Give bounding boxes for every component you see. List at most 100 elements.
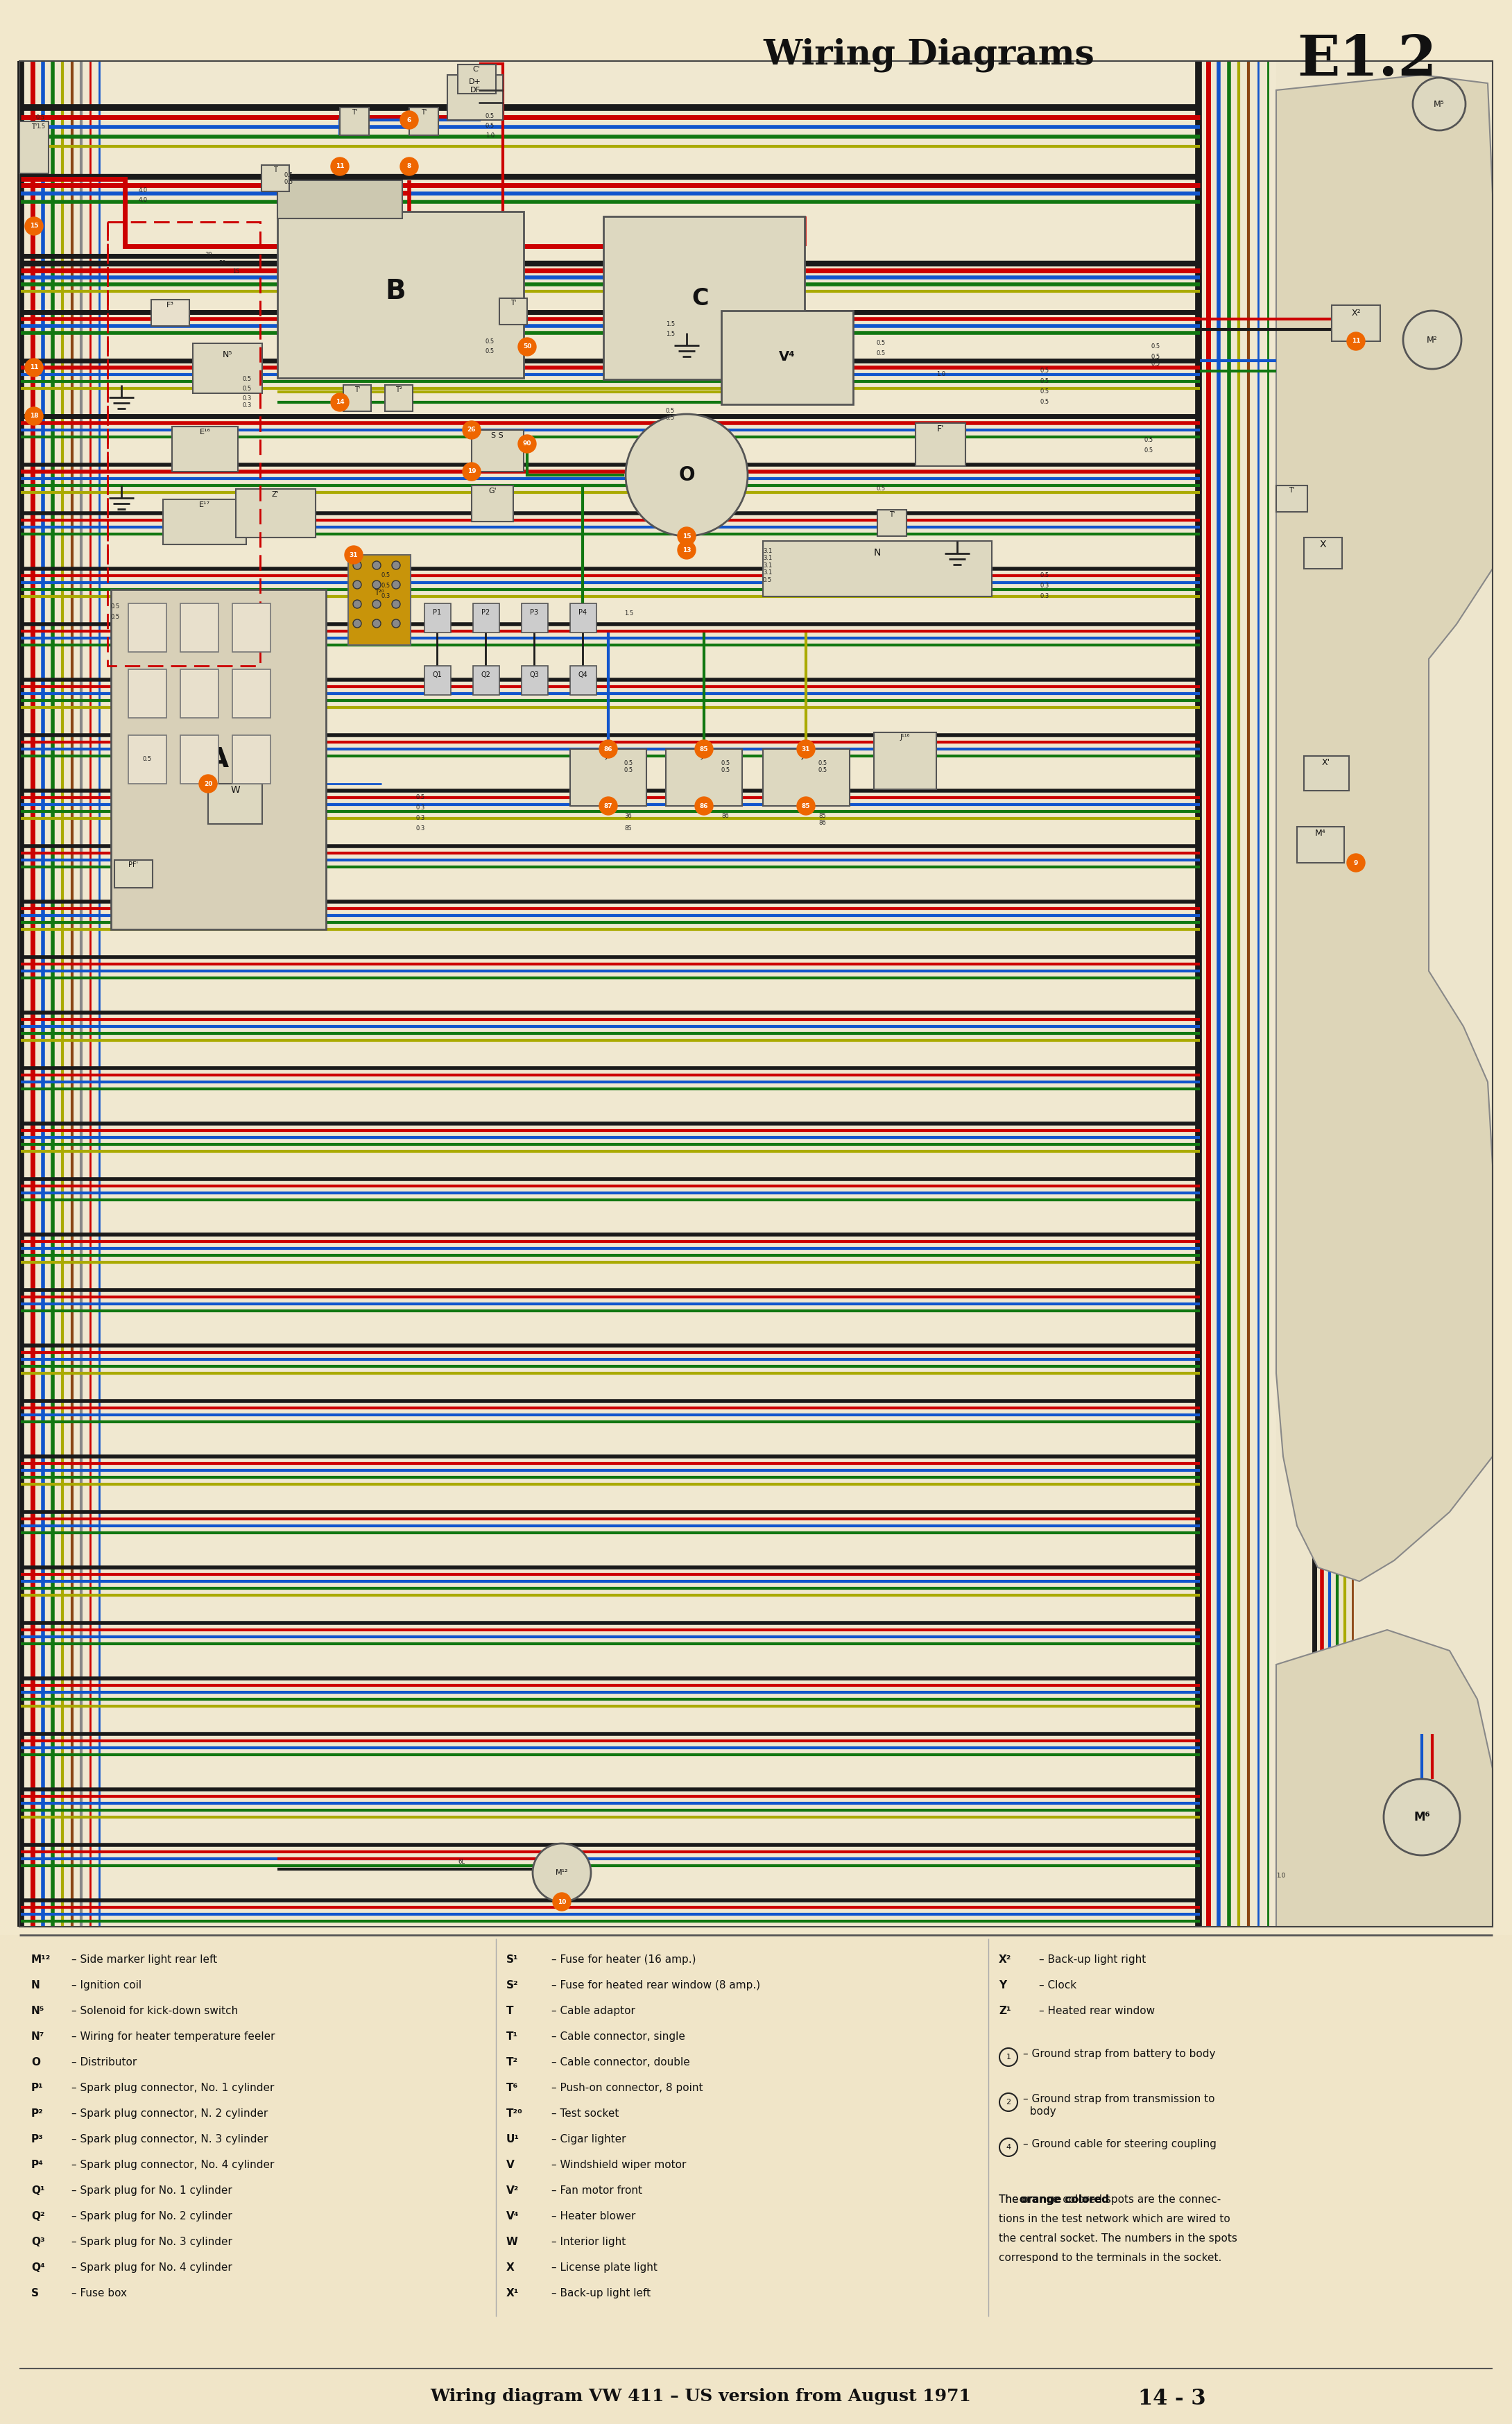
Text: 4: 4: [1005, 2143, 1012, 2150]
Bar: [340, 107, 369, 136]
Text: 6: 6: [407, 116, 411, 124]
Bar: [721, 310, 853, 405]
Text: 0.5: 0.5: [1040, 368, 1049, 373]
Text: P2: P2: [481, 608, 490, 616]
Text: 36: 36: [624, 812, 632, 819]
Text: E1.2: E1.2: [1297, 34, 1436, 87]
Circle shape: [696, 739, 714, 759]
Text: V⁴: V⁴: [507, 2211, 519, 2220]
Circle shape: [26, 359, 42, 376]
Text: J¹⁰: J¹⁰: [801, 751, 810, 759]
Text: P³: P³: [32, 2133, 44, 2145]
Text: 87: 87: [603, 802, 612, 810]
Bar: [163, 499, 246, 545]
Circle shape: [797, 797, 815, 814]
Text: Y: Y: [999, 1980, 1007, 1990]
Text: – Spark plug connector, N. 3 cylinder: – Spark plug connector, N. 3 cylinder: [71, 2133, 268, 2145]
Circle shape: [1347, 332, 1365, 349]
Bar: [1276, 485, 1308, 511]
Text: 0.5: 0.5: [36, 114, 45, 121]
Bar: [665, 749, 742, 805]
Text: body: body: [1024, 2106, 1055, 2116]
Text: – Push-on connector, 8 point: – Push-on connector, 8 point: [552, 2082, 703, 2094]
Text: 86: 86: [603, 747, 612, 751]
Text: 0.5: 0.5: [485, 114, 494, 119]
Circle shape: [331, 393, 349, 412]
Text: 4.0: 4.0: [139, 187, 148, 194]
Bar: [1297, 827, 1344, 863]
Bar: [233, 604, 271, 652]
Text: 0.5: 0.5: [877, 485, 886, 492]
Text: T¹: T¹: [507, 2031, 519, 2041]
Text: 30: 30: [204, 252, 212, 257]
Text: 86: 86: [700, 802, 708, 810]
Text: T': T': [351, 109, 357, 116]
Bar: [473, 667, 499, 696]
Text: F³: F³: [166, 301, 174, 308]
Text: Wiring diagram VW 411 – US version from August 1971: Wiring diagram VW 411 – US version from …: [429, 2388, 971, 2405]
Bar: [110, 589, 327, 928]
Text: M⁴: M⁴: [1315, 829, 1326, 839]
Bar: [522, 604, 547, 633]
Text: Q¹: Q¹: [32, 2186, 45, 2196]
Circle shape: [26, 407, 42, 424]
Text: 0.3
0.3: 0.3 0.3: [243, 395, 253, 410]
Text: T²: T²: [396, 385, 402, 393]
Bar: [570, 604, 596, 633]
Bar: [0, 1934, 1512, 2424]
Bar: [916, 424, 966, 465]
Circle shape: [519, 337, 537, 356]
Text: T²: T²: [507, 2058, 519, 2068]
Text: B: B: [386, 279, 405, 305]
Circle shape: [696, 797, 714, 814]
Text: S¹: S¹: [507, 1954, 519, 1966]
Text: Q3: Q3: [529, 671, 538, 679]
Text: – Ground strap from battery to body: – Ground strap from battery to body: [1024, 2048, 1216, 2058]
Text: 20: 20: [204, 781, 212, 788]
Text: O: O: [32, 2058, 41, 2068]
Bar: [277, 211, 523, 378]
Text: 2: 2: [1005, 2099, 1012, 2106]
Bar: [233, 734, 271, 783]
Text: 3.1
3.1
3.1
3.1
0.5: 3.1 3.1 3.1 3.1 0.5: [764, 548, 773, 584]
Text: U¹: U¹: [507, 2133, 520, 2145]
Text: 0.5: 0.5: [1040, 572, 1049, 579]
Bar: [129, 604, 166, 652]
Text: – Back-up light left: – Back-up light left: [552, 2288, 650, 2298]
Text: 0.5: 0.5: [243, 376, 253, 383]
Text: – Spark plug for No. 4 cylinder: – Spark plug for No. 4 cylinder: [71, 2262, 233, 2274]
Text: W: W: [230, 785, 240, 795]
Text: 18: 18: [30, 412, 38, 419]
Text: 0.3: 0.3: [381, 594, 390, 599]
Bar: [522, 667, 547, 696]
Text: – Spark plug for No. 1 cylinder: – Spark plug for No. 1 cylinder: [71, 2186, 233, 2196]
Circle shape: [372, 579, 381, 589]
Circle shape: [1383, 1779, 1461, 1854]
Bar: [107, 223, 260, 574]
Bar: [20, 61, 1492, 1927]
Text: 50: 50: [218, 259, 225, 267]
Bar: [764, 541, 992, 596]
Text: 0.3: 0.3: [416, 805, 425, 810]
Circle shape: [1403, 310, 1462, 368]
Text: T': T': [511, 301, 516, 305]
Bar: [764, 749, 850, 805]
Text: 0.5: 0.5: [110, 604, 119, 611]
Text: 50: 50: [523, 344, 531, 349]
Text: – Ground strap from transmission to: – Ground strap from transmission to: [1024, 2094, 1214, 2104]
Text: tions in the test network which are wired to: tions in the test network which are wire…: [999, 2213, 1231, 2225]
Text: T': T': [420, 109, 426, 116]
Circle shape: [553, 1893, 572, 1910]
Text: 31: 31: [801, 747, 810, 751]
Text: P3: P3: [529, 608, 538, 616]
Text: – Spark plug connector, N. 2 cylinder: – Spark plug connector, N. 2 cylinder: [71, 2109, 268, 2119]
Text: 1.5: 1.5: [36, 124, 45, 131]
Text: N: N: [874, 548, 881, 558]
Text: P4: P4: [579, 608, 587, 616]
Circle shape: [1412, 78, 1465, 131]
Text: P⁴: P⁴: [32, 2160, 44, 2169]
Text: 0.5: 0.5: [1151, 344, 1160, 349]
Text: 4.0: 4.0: [139, 196, 148, 204]
Text: 0.5: 0.5: [1040, 378, 1049, 385]
Text: X²: X²: [1352, 308, 1361, 318]
